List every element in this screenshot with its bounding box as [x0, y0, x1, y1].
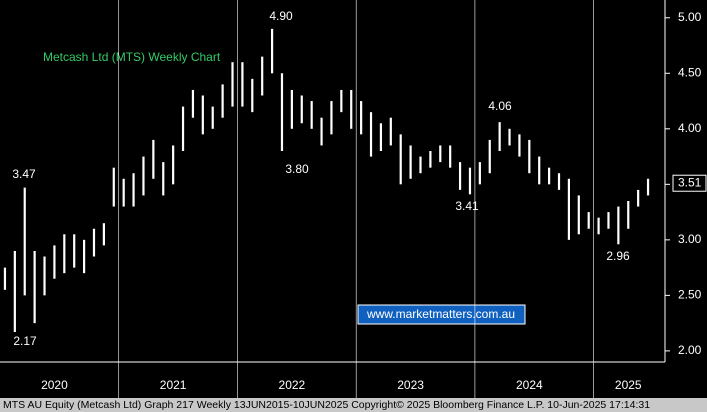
y-tick-label: 5.00: [678, 10, 702, 24]
annotation: 2.17: [13, 334, 37, 348]
footer: MTS AU Equity (Metcash Ltd) Graph 217 We…: [3, 399, 650, 411]
last-price-label: 3.51: [678, 175, 702, 189]
watermark: www.marketmatters.com.au: [366, 307, 515, 321]
annotation: 4.06: [488, 99, 512, 113]
y-tick-label: 4.50: [678, 65, 702, 79]
annotation: 3.47: [12, 167, 36, 181]
footer-bar: [0, 398, 707, 412]
annotation: 3.41: [455, 199, 479, 213]
chart-title: Metcash Ltd (MTS) Weekly Chart: [43, 50, 221, 64]
annotation: 3.80: [285, 162, 309, 176]
last-price-box: [672, 174, 707, 192]
y-tick-label: 4.00: [678, 121, 702, 135]
x-tick-label: 2024: [516, 378, 543, 392]
x-tick-label: 2020: [41, 378, 68, 392]
x-tick-label: 2023: [397, 378, 424, 392]
annotation: 2.96: [606, 249, 630, 263]
x-tick-label: 2025: [615, 378, 642, 392]
y-tick-label: 3.00: [678, 232, 702, 246]
y-tick-label: 2.00: [678, 343, 702, 357]
watermark-box: [357, 304, 526, 325]
x-tick-label: 2021: [160, 378, 187, 392]
y-tick-label: 2.50: [678, 288, 702, 302]
x-tick-label: 2022: [279, 378, 306, 392]
annotation: 4.90: [269, 9, 293, 23]
